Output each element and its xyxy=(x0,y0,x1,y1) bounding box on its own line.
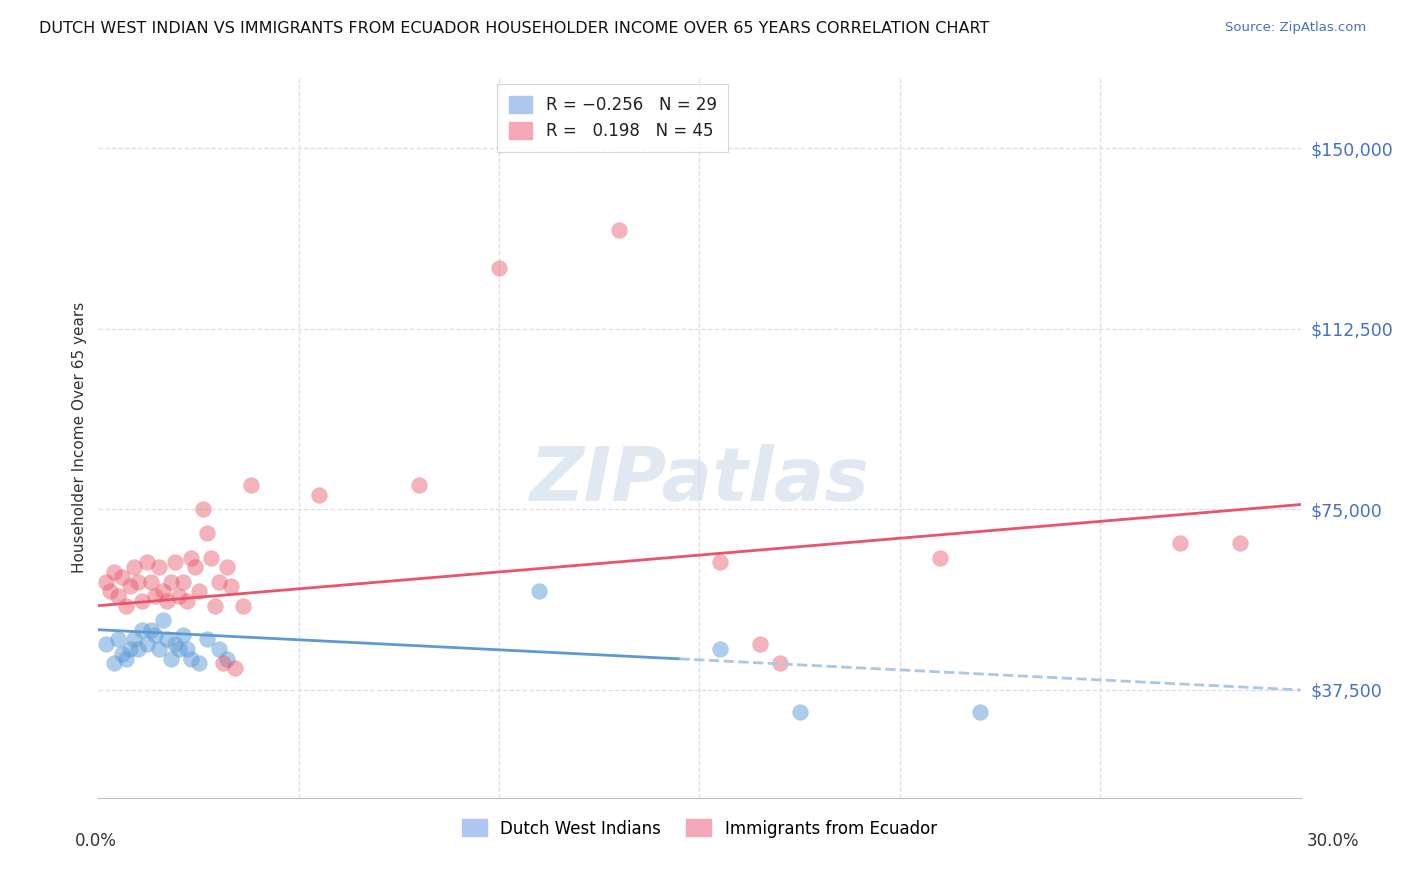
Point xyxy=(488,261,510,276)
Point xyxy=(239,478,262,492)
Point xyxy=(128,574,150,589)
Point xyxy=(96,574,118,589)
Point xyxy=(187,657,209,671)
Point xyxy=(211,657,233,671)
Point xyxy=(115,651,138,665)
Point xyxy=(195,632,218,647)
Point xyxy=(107,632,129,647)
Point xyxy=(152,613,174,627)
Point xyxy=(163,637,186,651)
Point xyxy=(208,642,231,657)
Point xyxy=(120,579,142,593)
Point xyxy=(215,560,238,574)
Point xyxy=(224,661,246,675)
Point xyxy=(155,632,177,647)
Point xyxy=(609,223,631,237)
Point xyxy=(219,579,242,593)
Point xyxy=(183,560,205,574)
Point xyxy=(408,478,430,492)
Point xyxy=(115,599,138,613)
Point xyxy=(215,651,238,665)
Point xyxy=(152,584,174,599)
Point xyxy=(709,642,731,657)
Point xyxy=(232,599,254,613)
Point xyxy=(135,555,157,569)
Point xyxy=(529,584,551,599)
Point xyxy=(96,637,118,651)
Legend: Dutch West Indians, Immigrants from Ecuador: Dutch West Indians, Immigrants from Ecua… xyxy=(456,813,943,844)
Point xyxy=(163,555,186,569)
Text: ZIPatlas: ZIPatlas xyxy=(530,444,869,517)
Point xyxy=(131,623,153,637)
Point xyxy=(167,589,190,603)
Text: 30.0%: 30.0% xyxy=(1306,832,1360,850)
Text: Source: ZipAtlas.com: Source: ZipAtlas.com xyxy=(1226,21,1367,34)
Point xyxy=(172,627,194,641)
Point xyxy=(308,488,330,502)
Point xyxy=(180,651,202,665)
Point xyxy=(1229,536,1251,550)
Point xyxy=(124,560,146,574)
Point xyxy=(103,565,125,579)
Point xyxy=(187,584,209,599)
Point xyxy=(111,647,134,661)
Point xyxy=(143,589,166,603)
Point xyxy=(111,570,134,584)
Point xyxy=(191,502,214,516)
Point xyxy=(929,550,952,565)
Point xyxy=(107,589,129,603)
Point xyxy=(204,599,226,613)
Y-axis label: Householder Income Over 65 years: Householder Income Over 65 years xyxy=(72,301,87,573)
Point xyxy=(176,642,198,657)
Point xyxy=(128,642,150,657)
Point xyxy=(969,705,991,719)
Point xyxy=(143,627,166,641)
Point xyxy=(176,594,198,608)
Point xyxy=(120,642,142,657)
Point xyxy=(100,584,122,599)
Point xyxy=(135,637,157,651)
Point xyxy=(159,651,181,665)
Point xyxy=(768,657,790,671)
Point xyxy=(748,637,770,651)
Point xyxy=(139,574,162,589)
Point xyxy=(148,642,170,657)
Point xyxy=(124,632,146,647)
Point xyxy=(131,594,153,608)
Point xyxy=(180,550,202,565)
Point xyxy=(139,623,162,637)
Point xyxy=(208,574,231,589)
Point xyxy=(159,574,181,589)
Point xyxy=(167,642,190,657)
Point xyxy=(1170,536,1192,550)
Point xyxy=(103,657,125,671)
Point xyxy=(709,555,731,569)
Point xyxy=(200,550,222,565)
Text: DUTCH WEST INDIAN VS IMMIGRANTS FROM ECUADOR HOUSEHOLDER INCOME OVER 65 YEARS CO: DUTCH WEST INDIAN VS IMMIGRANTS FROM ECU… xyxy=(39,21,990,36)
Point xyxy=(789,705,811,719)
Point xyxy=(172,574,194,589)
Point xyxy=(148,560,170,574)
Point xyxy=(195,526,218,541)
Point xyxy=(155,594,177,608)
Text: 0.0%: 0.0% xyxy=(75,832,117,850)
